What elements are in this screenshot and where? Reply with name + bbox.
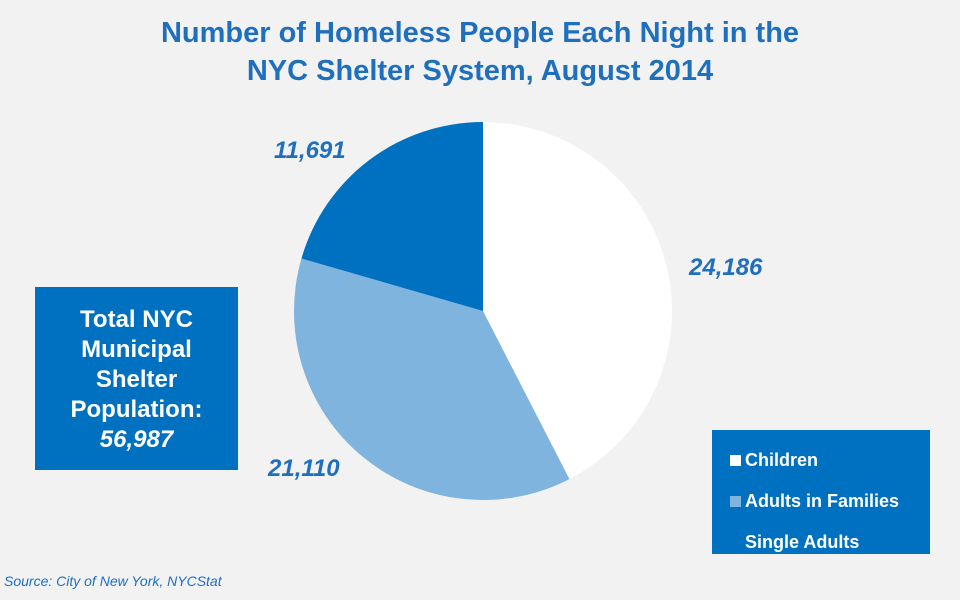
- pie-slice-children: [483, 122, 672, 480]
- legend-item-single-adults: Single Adults: [730, 522, 930, 563]
- pie-slice-adults-in-families: [294, 258, 570, 500]
- legend-label-adults-in-families: Adults in Families: [745, 491, 900, 511]
- total-box-line-3: Shelter: [95, 366, 178, 393]
- total-box-line-2: Municipal: [81, 336, 192, 363]
- legend-swatch-single-adults: [730, 537, 741, 548]
- pie-slice-single-adults: [301, 122, 483, 311]
- total-box-line-4: Population:: [70, 396, 203, 423]
- chart-title-line-1: Number of Homeless People Each Night in …: [160, 17, 800, 49]
- data-label-adults-in-families: 21,110: [268, 455, 340, 482]
- chart-title: Number of Homeless People Each Night in …: [0, 14, 960, 90]
- total-box-line-1: Total NYC: [80, 306, 193, 333]
- legend-label-children: Children: [745, 450, 819, 470]
- data-label-children: 24,186: [689, 254, 763, 281]
- total-population-box: Total NYC Municipal Shelter Population: …: [35, 287, 238, 470]
- chart-legend: Children Adults in Families Single Adult…: [712, 430, 930, 554]
- chart-title-line-2: NYC Shelter System, August 2014: [246, 55, 714, 87]
- legend-item-adults-in-families: Adults in Families: [730, 481, 930, 522]
- total-population-value: 56,987: [99, 426, 174, 453]
- source-note: Source: City of New York, NYCStat: [4, 573, 222, 589]
- data-label-single-adults: 11,691: [274, 137, 346, 164]
- legend-swatch-adults-in-families: [730, 496, 741, 507]
- legend-label-single-adults: Single Adults: [745, 532, 860, 552]
- legend-swatch-children: [730, 455, 741, 466]
- legend-item-children: Children: [730, 440, 930, 481]
